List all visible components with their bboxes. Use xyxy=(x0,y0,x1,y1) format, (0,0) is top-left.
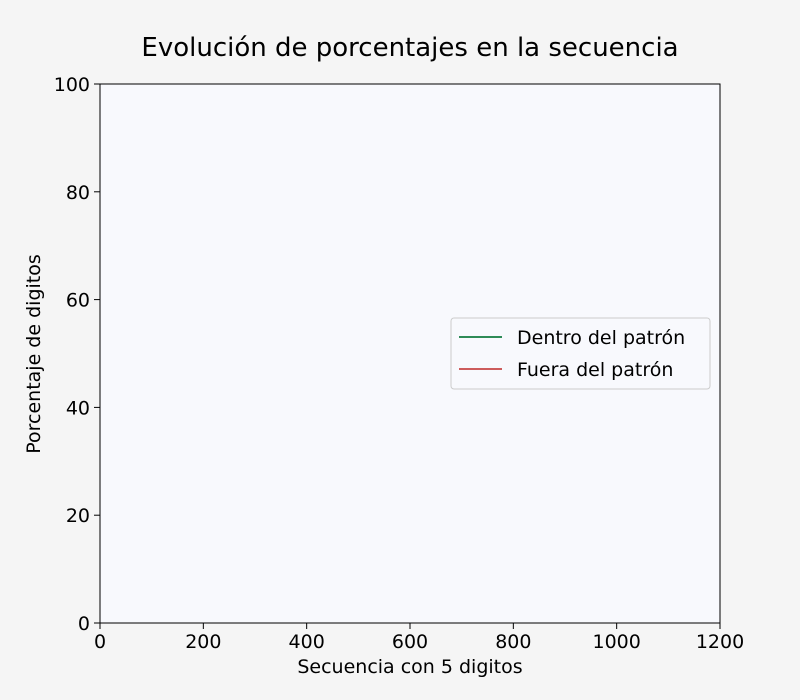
y-tick-label: 20 xyxy=(66,505,90,527)
y-tick-label: 60 xyxy=(66,290,90,312)
legend-box xyxy=(450,317,711,390)
x-tick-label: 200 xyxy=(185,631,221,653)
ticks-layer: 0 200 400 600 800 1000 1200 0 20 40 60 80 100 xyxy=(54,74,744,653)
x-tick-label: 800 xyxy=(495,631,531,653)
legend-entry-outside: Fuera del patrón xyxy=(517,359,673,381)
x-tick-label: 1000 xyxy=(592,631,640,653)
chart-title: Evolución de porcentajes en la secuencia xyxy=(141,33,678,63)
y-tick-label: 100 xyxy=(54,74,90,96)
legend: Dentro del patrón Fuera del patrón xyxy=(450,317,711,390)
y-tick-label: 80 xyxy=(66,182,90,204)
x-tick-label: 600 xyxy=(392,631,428,653)
x-tick-label: 0 xyxy=(94,631,106,653)
x-tick-label: 400 xyxy=(289,631,325,653)
y-axis-label: Porcentaje de digitos xyxy=(23,254,45,454)
legend-entry-inside: Dentro del patrón xyxy=(517,327,685,349)
plot-frame xyxy=(99,83,721,624)
x-axis-label: Secuencia con 5 digitos xyxy=(297,656,522,678)
y-tick-label: 0 xyxy=(78,613,90,635)
x-tick-label: 1200 xyxy=(696,631,744,653)
y-tick-label: 40 xyxy=(66,397,90,419)
